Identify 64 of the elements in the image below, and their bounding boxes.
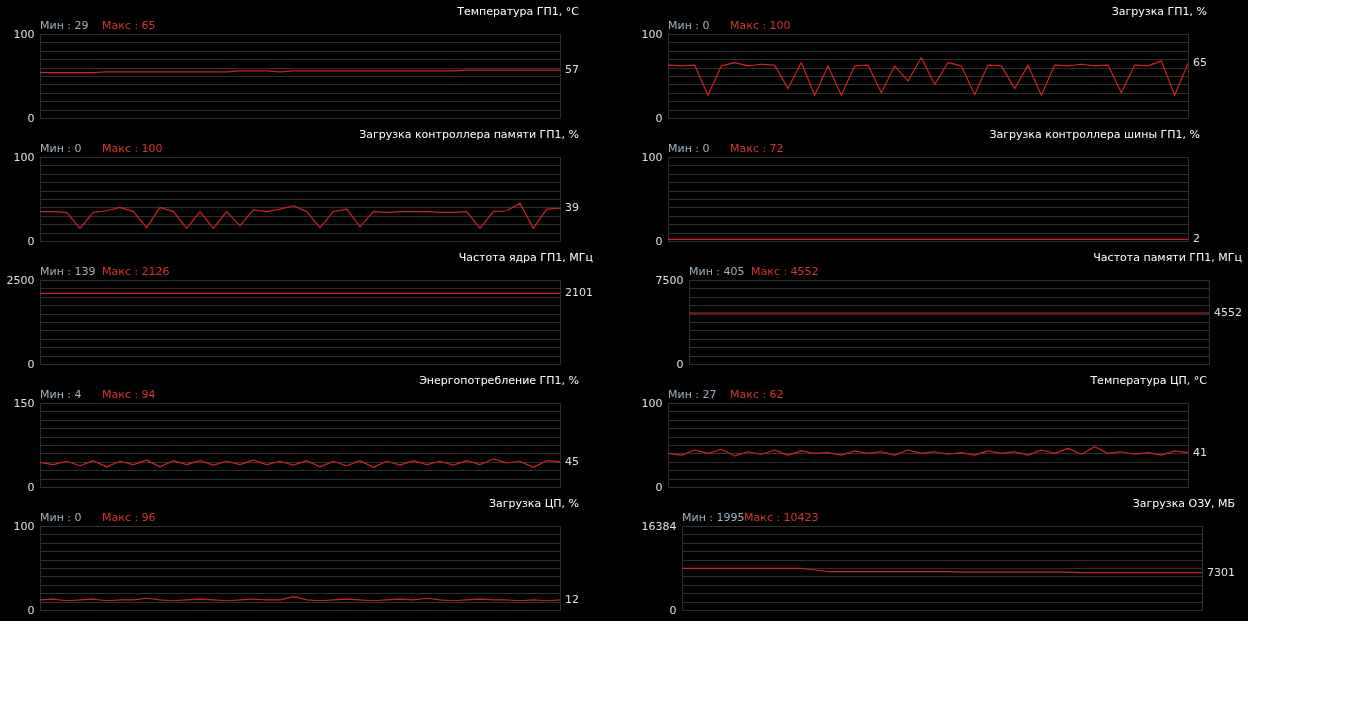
y-tick-label: 2500 xyxy=(6,273,35,287)
data-label: 7301 xyxy=(1207,565,1235,579)
y-tick-label: 0 xyxy=(27,480,35,494)
y-tick-label: 0 xyxy=(655,234,663,248)
data-label: 41 xyxy=(1193,445,1207,459)
text: Мин : 139 xyxy=(40,265,96,278)
y-tick-label: 0 xyxy=(27,234,35,248)
chart-title: Энергопотребление ГП1, % xyxy=(419,374,579,387)
chart-title: Частота памяти ГП1, МГц xyxy=(1093,251,1242,264)
text: Макс : 65 xyxy=(102,19,156,32)
text: Мин : 0 xyxy=(40,142,82,155)
line-series xyxy=(667,446,1189,457)
chart-title: Частота ядра ГП1, МГц xyxy=(458,251,593,264)
y-tick-label: 0 xyxy=(669,603,677,617)
text: Макс : 62 xyxy=(730,388,784,401)
text: Макс : 94 xyxy=(102,388,156,401)
text: Макс : 100 xyxy=(102,142,163,155)
chart-title: Загрузка ЦП, % xyxy=(488,497,579,510)
text: Макс : 100 xyxy=(730,19,791,32)
y-tick-label: 100 xyxy=(641,396,663,410)
y-tick-label: 150 xyxy=(13,396,35,410)
line-series xyxy=(39,458,561,468)
text: Мин : 4 xyxy=(40,388,82,401)
y-tick-label: 0 xyxy=(27,357,35,371)
line-series xyxy=(667,56,1189,96)
data-label: 39 xyxy=(565,201,579,215)
text: Макс : 72 xyxy=(730,142,784,155)
text: Мин : 27 xyxy=(668,388,717,401)
y-tick-label: 100 xyxy=(13,150,35,164)
y-tick-label: 7500 xyxy=(655,273,684,287)
y-tick-label: 100 xyxy=(13,27,35,41)
chart-title: Температура ГП1, °C xyxy=(456,5,580,18)
chart-title: Загрузка контроллера шины ГП1, % xyxy=(989,128,1200,141)
data-label: 12 xyxy=(565,592,579,606)
data-label: 2101 xyxy=(565,286,593,300)
text: Мин : 0 xyxy=(40,511,82,524)
text: Макс : 4552 xyxy=(751,265,819,278)
text: Мин : 0 xyxy=(668,142,710,155)
text: Макс : 10423 xyxy=(744,511,819,524)
chart-title: Загрузка ГП1, % xyxy=(1111,5,1207,18)
text: Мин : 1995 xyxy=(682,511,745,524)
data-label: 65 xyxy=(1193,56,1207,70)
text: Макс : 2126 xyxy=(102,265,170,278)
y-tick-label: 16384 xyxy=(641,519,677,533)
data-label: 57 xyxy=(565,63,579,77)
y-tick-label: 100 xyxy=(641,27,663,41)
chart-title: Загрузка контроллера памяти ГП1, % xyxy=(359,128,579,141)
y-tick-label: 0 xyxy=(655,111,663,125)
chart-title: Температура ЦП, °C xyxy=(1089,374,1208,387)
line-series xyxy=(39,202,561,229)
text: Макс : 96 xyxy=(102,511,156,524)
y-tick-label: 100 xyxy=(641,150,663,164)
data-label: 4552 xyxy=(1214,306,1242,320)
y-tick-label: 0 xyxy=(655,480,663,494)
y-tick-label: 100 xyxy=(13,519,35,533)
y-tick-label: 0 xyxy=(676,357,684,371)
y-tick-label: 0 xyxy=(27,111,35,125)
text: Мин : 405 xyxy=(689,265,745,278)
chart-title: Загрузка ОЗУ, МБ xyxy=(1132,497,1235,510)
data-label: 2 xyxy=(1193,232,1200,246)
y-tick-label: 0 xyxy=(27,603,35,617)
text: Мин : 29 xyxy=(40,19,89,32)
data-label: 45 xyxy=(565,454,579,468)
text: Мин : 0 xyxy=(668,19,710,32)
